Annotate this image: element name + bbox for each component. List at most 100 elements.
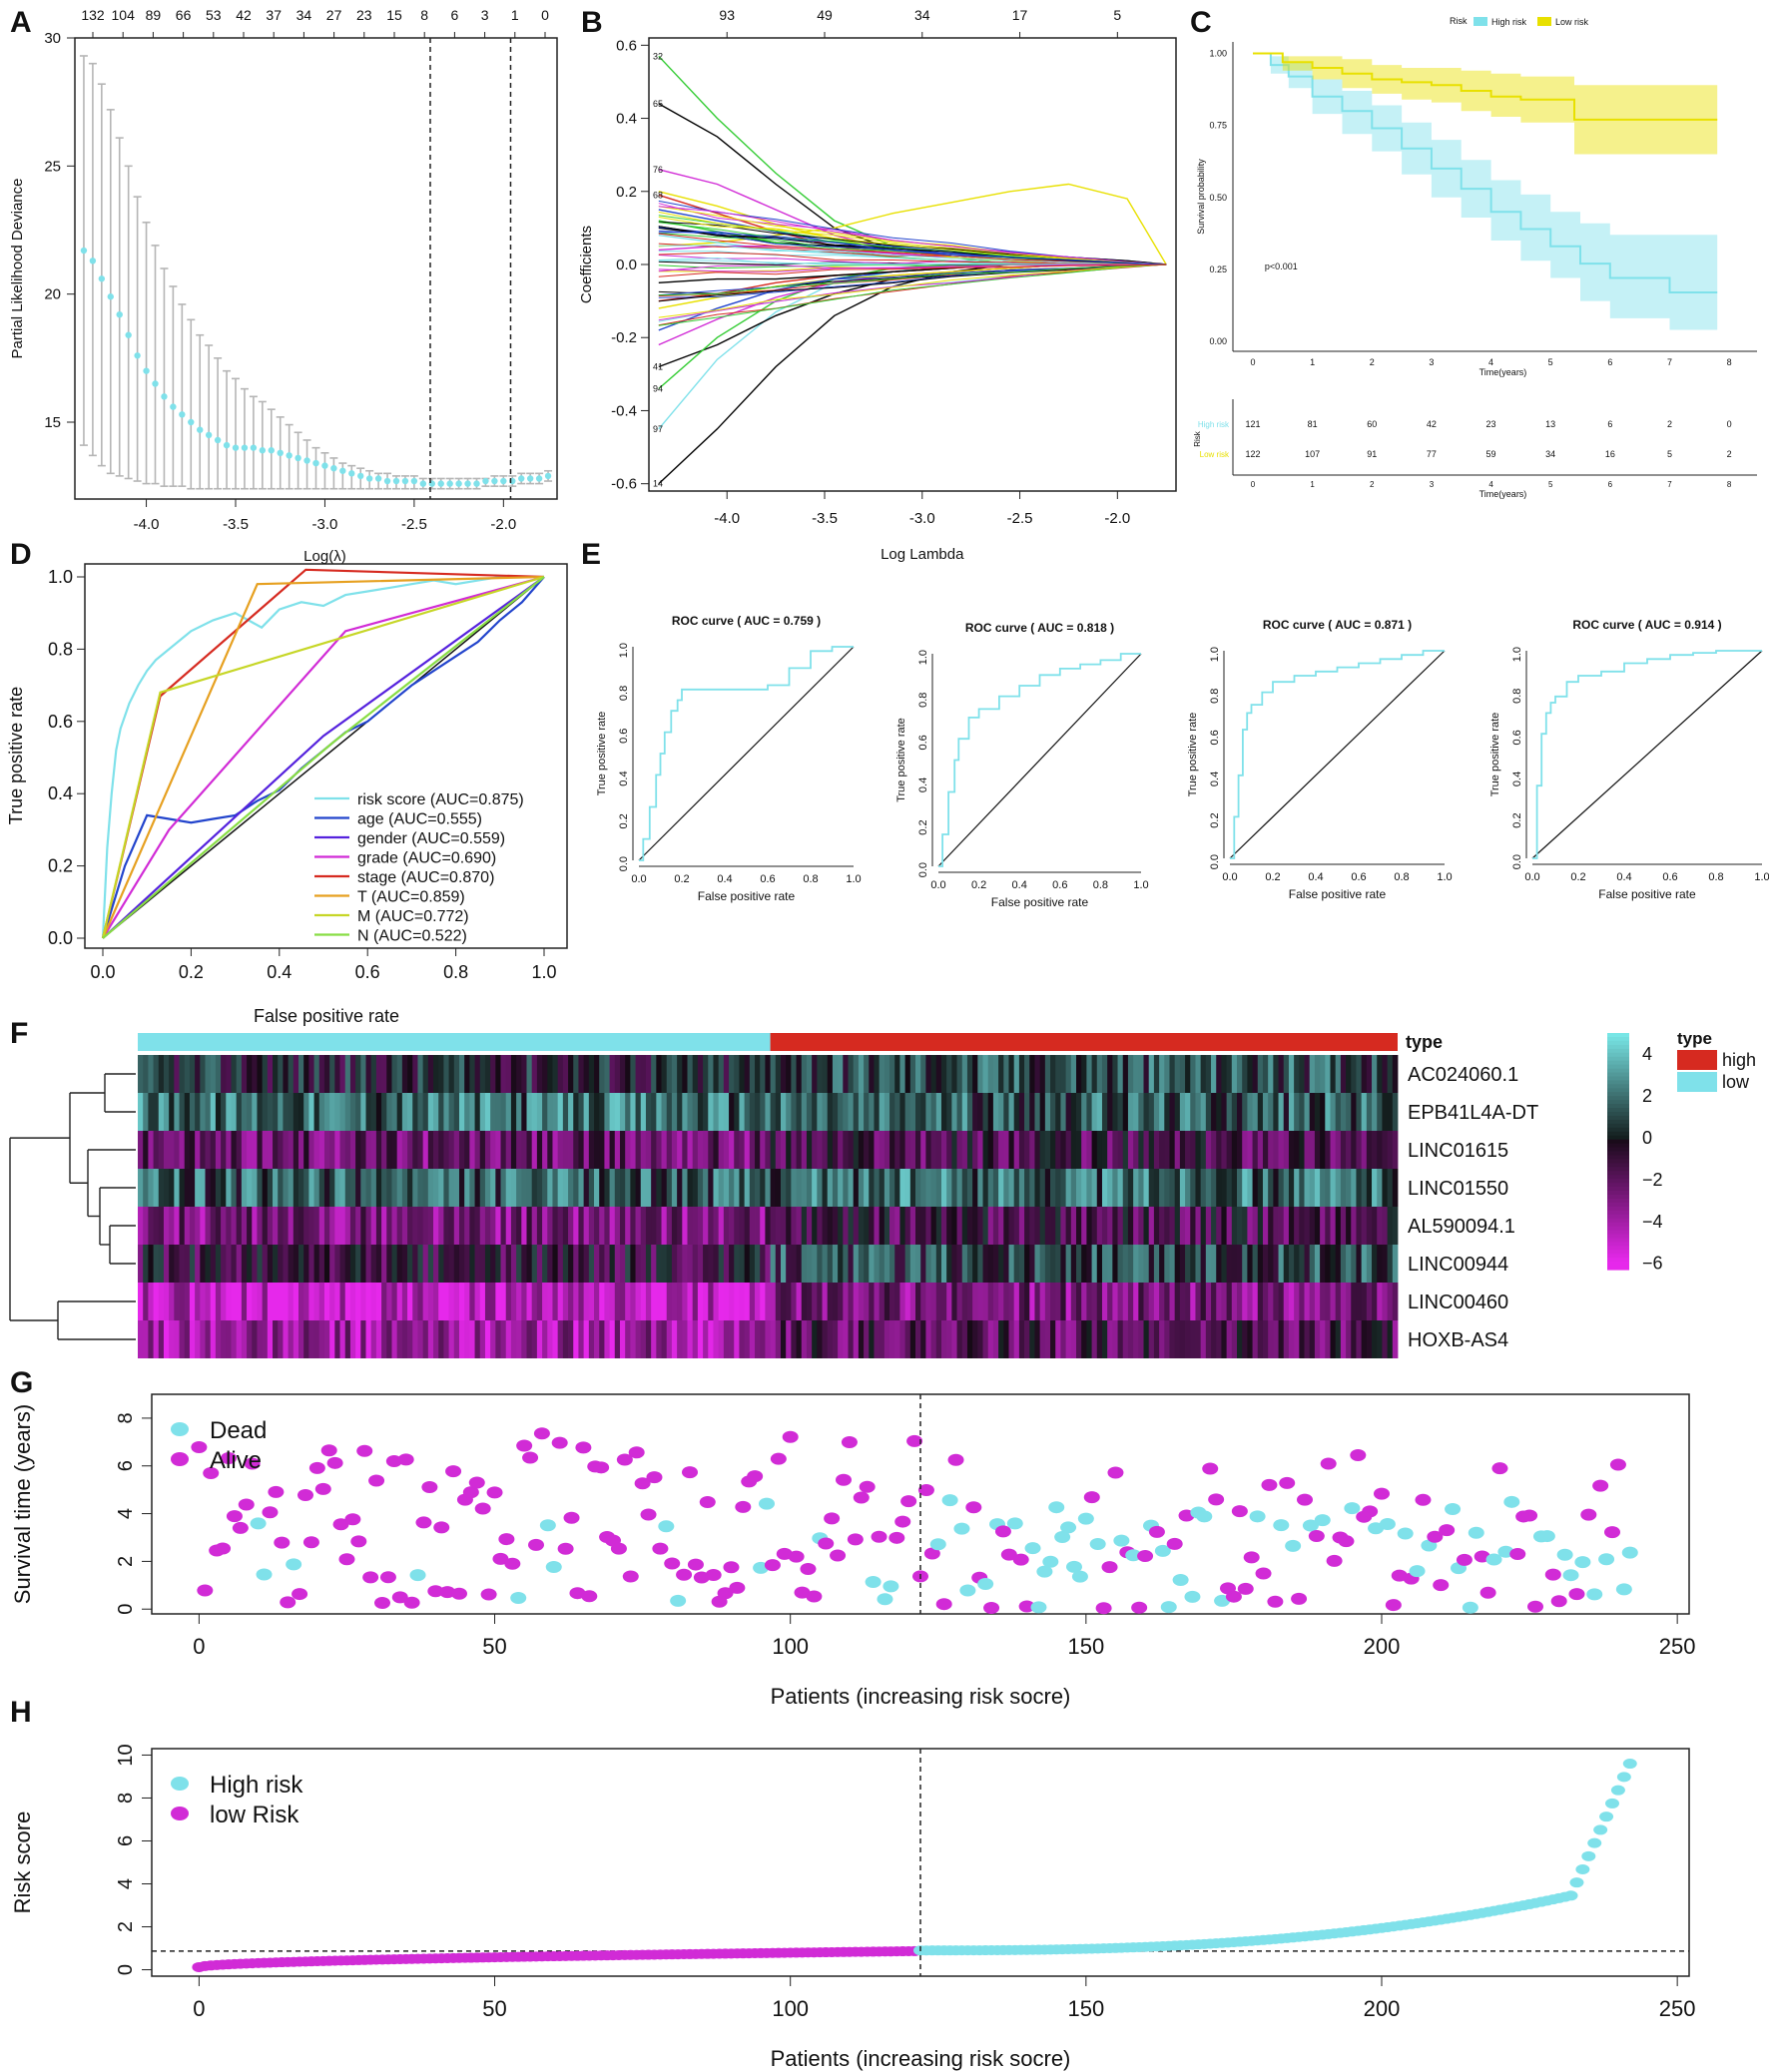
- alive-point: [800, 1562, 817, 1575]
- heatmap-cell: [1044, 1055, 1051, 1093]
- heatmap-cell: [273, 1131, 279, 1169]
- alive-point: [729, 1581, 746, 1594]
- heatmap-cell: [412, 1320, 418, 1358]
- coef-path: [658, 263, 1167, 272]
- heatmap-cell: [148, 1131, 154, 1169]
- heatmap-cell: [827, 1055, 834, 1093]
- heatmap-cell: [1096, 1093, 1103, 1131]
- x-tick-label: -2.0: [490, 516, 516, 533]
- dead-point: [1598, 1553, 1615, 1566]
- heatmap-cell: [1164, 1055, 1170, 1093]
- heatmap-cell: [625, 1320, 631, 1358]
- heatmap-cell: [1174, 1093, 1181, 1131]
- heatmap-cell: [391, 1055, 398, 1093]
- heatmap-cell: [355, 1055, 361, 1093]
- heatmap-cell: [801, 1207, 808, 1245]
- heatmap-cell: [221, 1169, 227, 1207]
- heatmap-cell: [920, 1093, 926, 1131]
- heatmap-cell: [982, 1093, 989, 1131]
- heatmap-cell: [158, 1207, 165, 1245]
- heatmap-cell: [417, 1320, 424, 1358]
- roc-title: ROC curve ( AUC = 0.871 ): [1263, 618, 1412, 632]
- heatmap-cell: [1018, 1283, 1025, 1320]
- heatmap-cell: [920, 1207, 926, 1245]
- heatmap-cell: [1044, 1207, 1051, 1245]
- x-tick-label: 1: [1310, 357, 1315, 367]
- heatmap-cell: [1018, 1093, 1025, 1131]
- heatmap-cell: [946, 1320, 952, 1358]
- heatmap-cell: [1117, 1131, 1124, 1169]
- heatmap-cell: [843, 1320, 849, 1358]
- heatmap-cell: [469, 1245, 475, 1283]
- x-tick-label: 1.0: [1437, 871, 1452, 883]
- heatmap-cell: [765, 1320, 771, 1358]
- heatmap-cell: [1096, 1207, 1103, 1245]
- heatmap-cell: [252, 1245, 258, 1283]
- heatmap-cell: [760, 1320, 766, 1358]
- heatmap-cell: [677, 1131, 683, 1169]
- top-axis-label: 23: [356, 7, 372, 23]
- heatmap-cell: [1283, 1207, 1290, 1245]
- heatmap-cell: [505, 1283, 512, 1320]
- heatmap-cell: [138, 1093, 144, 1131]
- heatmap-cell: [1382, 1093, 1389, 1131]
- colorbar-cell: [1607, 1230, 1629, 1236]
- heatmap-cell: [1392, 1320, 1399, 1358]
- heatmap-cell: [1288, 1169, 1295, 1207]
- heatmap-cell: [687, 1055, 694, 1093]
- dead-point: [1006, 1517, 1023, 1530]
- alive-point: [516, 1439, 533, 1452]
- heatmap-cell: [889, 1093, 895, 1131]
- alive-point: [1604, 1526, 1620, 1539]
- y-tick-label: 8: [115, 1412, 137, 1423]
- heatmap-cell: [770, 1169, 777, 1207]
- dead-point: [1214, 1594, 1231, 1607]
- heatmap-cell: [283, 1055, 290, 1093]
- heatmap-cell: [148, 1320, 154, 1358]
- alive-point: [1255, 1567, 1272, 1580]
- heatmap-cell: [1200, 1320, 1207, 1358]
- heatmap-cell: [1221, 1207, 1228, 1245]
- heatmap-cell: [1174, 1131, 1181, 1169]
- heatmap-cell: [1340, 1320, 1347, 1358]
- heatmap-cell: [288, 1093, 295, 1131]
- heatmap-cell: [671, 1320, 678, 1358]
- heatmap-cell: [801, 1320, 808, 1358]
- heatmap-cell: [205, 1131, 212, 1169]
- heatmap-cell: [1205, 1131, 1212, 1169]
- y-tick-label: 1.0: [1511, 647, 1523, 662]
- heatmap-cell: [1185, 1131, 1191, 1169]
- dead-point: [1562, 1569, 1579, 1582]
- heatmap-cell: [588, 1169, 595, 1207]
- heatmap-cell: [708, 1207, 714, 1245]
- heatmap-cell: [744, 1055, 751, 1093]
- heatmap-cell: [221, 1207, 227, 1245]
- heatmap-cell: [283, 1283, 290, 1320]
- heatmap-cell: [775, 1320, 782, 1358]
- heatmap-cell: [262, 1245, 269, 1283]
- heatmap-cell: [614, 1131, 621, 1169]
- legend-label: low: [1722, 1072, 1750, 1092]
- alive-point: [1137, 1550, 1154, 1563]
- heatmap-cell: [780, 1131, 787, 1169]
- heatmap-cell: [318, 1131, 325, 1169]
- heatmap-cell: [770, 1245, 777, 1283]
- heatmap-cell: [417, 1131, 424, 1169]
- heatmap-cell: [143, 1207, 149, 1245]
- heatmap-cell: [1159, 1320, 1165, 1358]
- alive-point: [1083, 1491, 1100, 1504]
- heatmap-cell: [951, 1055, 957, 1093]
- heatmap-cell: [1174, 1169, 1181, 1207]
- heatmap-cell: [1190, 1169, 1196, 1207]
- heatmap-cell: [858, 1055, 865, 1093]
- heatmap-cell: [412, 1093, 418, 1131]
- heatmap-cell: [241, 1245, 248, 1283]
- heatmap-cell: [365, 1093, 372, 1131]
- heatmap-cell: [349, 1131, 356, 1169]
- heatmap-cell: [723, 1131, 730, 1169]
- heatmap-cell: [651, 1245, 657, 1283]
- heatmap-cell: [614, 1283, 621, 1320]
- heatmap-cell: [231, 1131, 238, 1169]
- heatmap-cell: [1372, 1207, 1378, 1245]
- y-axis-label: Survival time (years): [10, 1404, 35, 1604]
